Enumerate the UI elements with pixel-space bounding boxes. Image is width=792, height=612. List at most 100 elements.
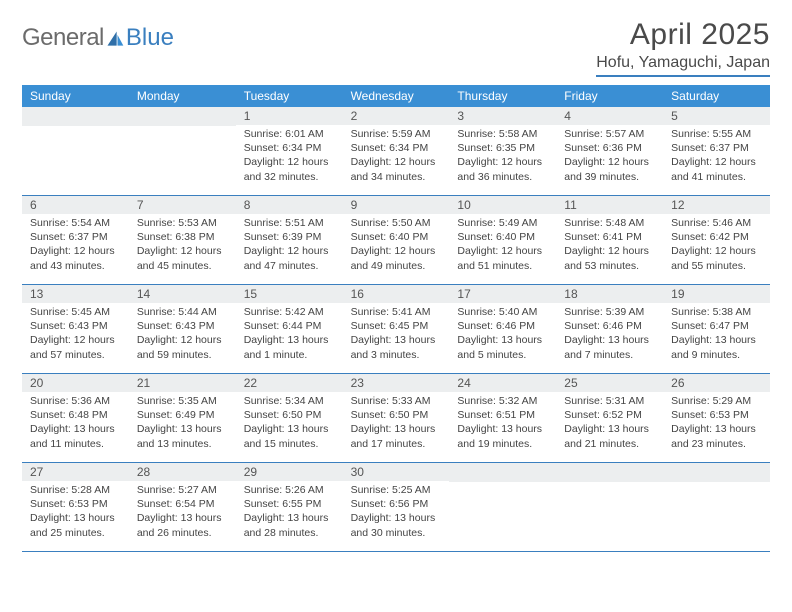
sunrise-text: Sunrise: 5:58 AM: [457, 127, 548, 141]
day-body: Sunrise: 5:34 AMSunset: 6:50 PMDaylight:…: [236, 392, 343, 455]
calendar-day: 4Sunrise: 5:57 AMSunset: 6:36 PMDaylight…: [556, 107, 663, 195]
calendar: Sunday Monday Tuesday Wednesday Thursday…: [22, 85, 770, 552]
day-body: Sunrise: 5:57 AMSunset: 6:36 PMDaylight:…: [556, 125, 663, 188]
sunrise-text: Sunrise: 5:50 AM: [351, 216, 442, 230]
daylight-text: Daylight: 13 hours and 17 minutes.: [351, 422, 442, 450]
logo-word2: Blue: [126, 24, 174, 52]
daylight-text: Daylight: 12 hours and 47 minutes.: [244, 244, 335, 272]
sunset-text: Sunset: 6:44 PM: [244, 319, 335, 333]
day-header: Wednesday: [343, 85, 450, 107]
day-body: Sunrise: 5:58 AMSunset: 6:35 PMDaylight:…: [449, 125, 556, 188]
day-number: 3: [449, 107, 556, 125]
daylight-text: Daylight: 12 hours and 36 minutes.: [457, 155, 548, 183]
day-number: 7: [129, 196, 236, 214]
daylight-text: Daylight: 12 hours and 55 minutes.: [671, 244, 762, 272]
sunrise-text: Sunrise: 5:29 AM: [671, 394, 762, 408]
daylight-text: Daylight: 13 hours and 5 minutes.: [457, 333, 548, 361]
calendar-week: 6Sunrise: 5:54 AMSunset: 6:37 PMDaylight…: [22, 196, 770, 285]
sunset-text: Sunset: 6:37 PM: [30, 230, 121, 244]
sunset-text: Sunset: 6:56 PM: [351, 497, 442, 511]
calendar-day: 14Sunrise: 5:44 AMSunset: 6:43 PMDayligh…: [129, 285, 236, 373]
day-body: Sunrise: 5:45 AMSunset: 6:43 PMDaylight:…: [22, 303, 129, 366]
day-body: Sunrise: 5:50 AMSunset: 6:40 PMDaylight:…: [343, 214, 450, 277]
day-body: Sunrise: 5:36 AMSunset: 6:48 PMDaylight:…: [22, 392, 129, 455]
day-number: 17: [449, 285, 556, 303]
calendar-day: 25Sunrise: 5:31 AMSunset: 6:52 PMDayligh…: [556, 374, 663, 462]
day-body: Sunrise: 5:44 AMSunset: 6:43 PMDaylight:…: [129, 303, 236, 366]
calendar-day: 16Sunrise: 5:41 AMSunset: 6:45 PMDayligh…: [343, 285, 450, 373]
day-body: Sunrise: 5:39 AMSunset: 6:46 PMDaylight:…: [556, 303, 663, 366]
daylight-text: Daylight: 13 hours and 23 minutes.: [671, 422, 762, 450]
sunrise-text: Sunrise: 5:44 AM: [137, 305, 228, 319]
daylight-text: Daylight: 12 hours and 49 minutes.: [351, 244, 442, 272]
daylight-text: Daylight: 12 hours and 59 minutes.: [137, 333, 228, 361]
day-number: [129, 107, 236, 126]
day-number: [449, 463, 556, 482]
sunrise-text: Sunrise: 5:48 AM: [564, 216, 655, 230]
day-number: 25: [556, 374, 663, 392]
sunset-text: Sunset: 6:50 PM: [244, 408, 335, 422]
sunset-text: Sunset: 6:42 PM: [671, 230, 762, 244]
daylight-text: Daylight: 12 hours and 34 minutes.: [351, 155, 442, 183]
daylight-text: Daylight: 13 hours and 28 minutes.: [244, 511, 335, 539]
day-body: Sunrise: 5:55 AMSunset: 6:37 PMDaylight:…: [663, 125, 770, 188]
daylight-text: Daylight: 13 hours and 21 minutes.: [564, 422, 655, 450]
calendar-day: [129, 107, 236, 195]
day-number: 8: [236, 196, 343, 214]
day-number: 19: [663, 285, 770, 303]
day-number: 12: [663, 196, 770, 214]
sunset-text: Sunset: 6:55 PM: [244, 497, 335, 511]
daylight-text: Daylight: 13 hours and 9 minutes.: [671, 333, 762, 361]
calendar-day: 10Sunrise: 5:49 AMSunset: 6:40 PMDayligh…: [449, 196, 556, 284]
calendar-day: 20Sunrise: 5:36 AMSunset: 6:48 PMDayligh…: [22, 374, 129, 462]
calendar-day: 27Sunrise: 5:28 AMSunset: 6:53 PMDayligh…: [22, 463, 129, 551]
daylight-text: Daylight: 13 hours and 11 minutes.: [30, 422, 121, 450]
daylight-text: Daylight: 13 hours and 19 minutes.: [457, 422, 548, 450]
sunrise-text: Sunrise: 5:46 AM: [671, 216, 762, 230]
calendar-day: 29 Sunrise: 5:26 AMSunset: 6:55 PMDayligh…: [236, 463, 343, 551]
sunrise-text: Sunrise: 5:26 AM: [244, 483, 335, 497]
day-number: 20: [22, 374, 129, 392]
sunset-text: Sunset: 6:51 PM: [457, 408, 548, 422]
day-number: 14: [129, 285, 236, 303]
day-header: Saturday: [663, 85, 770, 107]
sunrise-text: Sunrise: 5:41 AM: [351, 305, 442, 319]
day-number: 26: [663, 374, 770, 392]
day-body: Sunrise: 5:33 AMSunset: 6:50 PMDaylight:…: [343, 392, 450, 455]
calendar-day: 28Sunrise: 5:27 AMSunset: 6:54 PMDayligh…: [129, 463, 236, 551]
daylight-text: Daylight: 12 hours and 41 minutes.: [671, 155, 762, 183]
day-number: 30: [343, 463, 450, 481]
calendar-week: 13Sunrise: 5:45 AMSunset: 6:43 PMDayligh…: [22, 285, 770, 374]
sunrise-text: Sunrise: 5:34 AM: [244, 394, 335, 408]
day-number: 9: [343, 196, 450, 214]
daylight-text: Daylight: 13 hours and 26 minutes.: [137, 511, 228, 539]
sunset-text: Sunset: 6:35 PM: [457, 141, 548, 155]
day-number: 29: [236, 463, 343, 481]
sunrise-text: Sunrise: 5:45 AM: [30, 305, 121, 319]
calendar-day: 3Sunrise: 5:58 AMSunset: 6:35 PMDaylight…: [449, 107, 556, 195]
sunrise-text: Sunrise: 5:40 AM: [457, 305, 548, 319]
sunrise-text: Sunrise: 5:36 AM: [30, 394, 121, 408]
day-body: Sunrise: 6:01 AMSunset: 6:34 PMDaylight:…: [236, 125, 343, 188]
sunrise-text: Sunrise: 5:54 AM: [30, 216, 121, 230]
sunset-text: Sunset: 6:34 PM: [244, 141, 335, 155]
calendar-day: 11Sunrise: 5:48 AMSunset: 6:41 PMDayligh…: [556, 196, 663, 284]
day-number: 22: [236, 374, 343, 392]
calendar-day: 6Sunrise: 5:54 AMSunset: 6:37 PMDaylight…: [22, 196, 129, 284]
sunset-text: Sunset: 6:39 PM: [244, 230, 335, 244]
day-header: Tuesday: [236, 85, 343, 107]
sunset-text: Sunset: 6:40 PM: [351, 230, 442, 244]
day-body: Sunrise: 5:46 AMSunset: 6:42 PMDaylight:…: [663, 214, 770, 277]
logo-sail-icon: [104, 29, 126, 49]
sunrise-text: Sunrise: 5:51 AM: [244, 216, 335, 230]
day-number: 28: [129, 463, 236, 481]
daylight-text: Daylight: 13 hours and 1 minute.: [244, 333, 335, 361]
sunrise-text: Sunrise: 5:32 AM: [457, 394, 548, 408]
day-number: 23: [343, 374, 450, 392]
calendar-week: 1Sunrise: 6:01 AMSunset: 6:34 PMDaylight…: [22, 107, 770, 196]
sunrise-text: Sunrise: 5:25 AM: [351, 483, 442, 497]
day-body: Sunrise: 5:40 AMSunset: 6:46 PMDaylight:…: [449, 303, 556, 366]
calendar-day: [663, 463, 770, 551]
day-number: 10: [449, 196, 556, 214]
calendar-week: 27Sunrise: 5:28 AMSunset: 6:53 PMDayligh…: [22, 463, 770, 552]
